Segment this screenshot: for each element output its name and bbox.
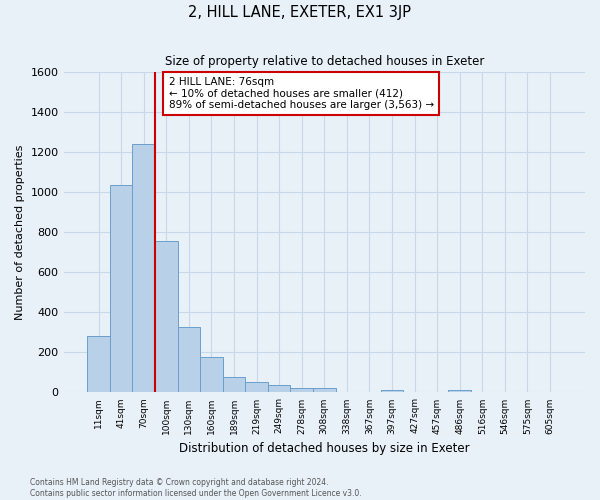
Text: 2, HILL LANE, EXETER, EX1 3JP: 2, HILL LANE, EXETER, EX1 3JP — [188, 5, 412, 20]
Bar — [268, 385, 290, 392]
Bar — [381, 390, 403, 392]
Bar — [133, 144, 155, 392]
Bar — [87, 336, 110, 392]
Bar — [448, 390, 471, 392]
Bar — [313, 388, 335, 392]
Bar — [290, 388, 313, 392]
Y-axis label: Number of detached properties: Number of detached properties — [15, 144, 25, 320]
Bar — [110, 185, 133, 392]
Title: Size of property relative to detached houses in Exeter: Size of property relative to detached ho… — [164, 55, 484, 68]
Bar — [155, 241, 178, 392]
Bar — [200, 358, 223, 392]
X-axis label: Distribution of detached houses by size in Exeter: Distribution of detached houses by size … — [179, 442, 470, 455]
Bar — [245, 382, 268, 392]
Bar — [223, 378, 245, 392]
Text: Contains HM Land Registry data © Crown copyright and database right 2024.
Contai: Contains HM Land Registry data © Crown c… — [30, 478, 362, 498]
Text: 2 HILL LANE: 76sqm
← 10% of detached houses are smaller (412)
89% of semi-detach: 2 HILL LANE: 76sqm ← 10% of detached hou… — [169, 77, 434, 110]
Bar — [178, 328, 200, 392]
